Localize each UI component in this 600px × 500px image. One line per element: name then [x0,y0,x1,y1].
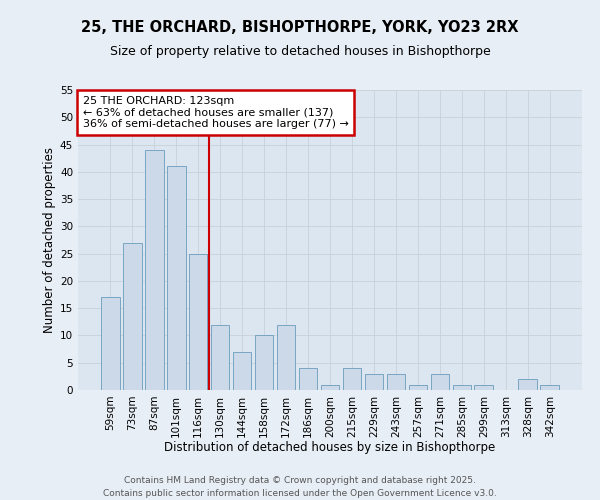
Text: Size of property relative to detached houses in Bishopthorpe: Size of property relative to detached ho… [110,45,490,58]
Bar [541,384,559,390]
Bar [431,374,449,390]
Text: Contains HM Land Registry data © Crown copyright and database right 2025.: Contains HM Land Registry data © Crown c… [124,476,476,485]
Bar [343,368,361,390]
Bar [211,324,229,390]
Bar [365,374,383,390]
Bar [386,374,405,390]
Bar [277,324,295,390]
Bar [123,242,142,390]
Bar [299,368,317,390]
Bar [452,384,471,390]
Bar [320,384,340,390]
Bar [101,298,119,390]
Bar [189,254,208,390]
Bar [475,384,493,390]
Text: 25 THE ORCHARD: 123sqm
← 63% of detached houses are smaller (137)
36% of semi-de: 25 THE ORCHARD: 123sqm ← 63% of detached… [83,96,349,129]
Y-axis label: Number of detached properties: Number of detached properties [43,147,56,333]
Bar [233,352,251,390]
Text: 25, THE ORCHARD, BISHOPTHORPE, YORK, YO23 2RX: 25, THE ORCHARD, BISHOPTHORPE, YORK, YO2… [81,20,519,35]
Bar [167,166,185,390]
Bar [255,336,274,390]
Bar [145,150,164,390]
X-axis label: Distribution of detached houses by size in Bishopthorpe: Distribution of detached houses by size … [164,441,496,454]
Bar [409,384,427,390]
Text: Contains public sector information licensed under the Open Government Licence v3: Contains public sector information licen… [103,488,497,498]
Bar [518,379,537,390]
